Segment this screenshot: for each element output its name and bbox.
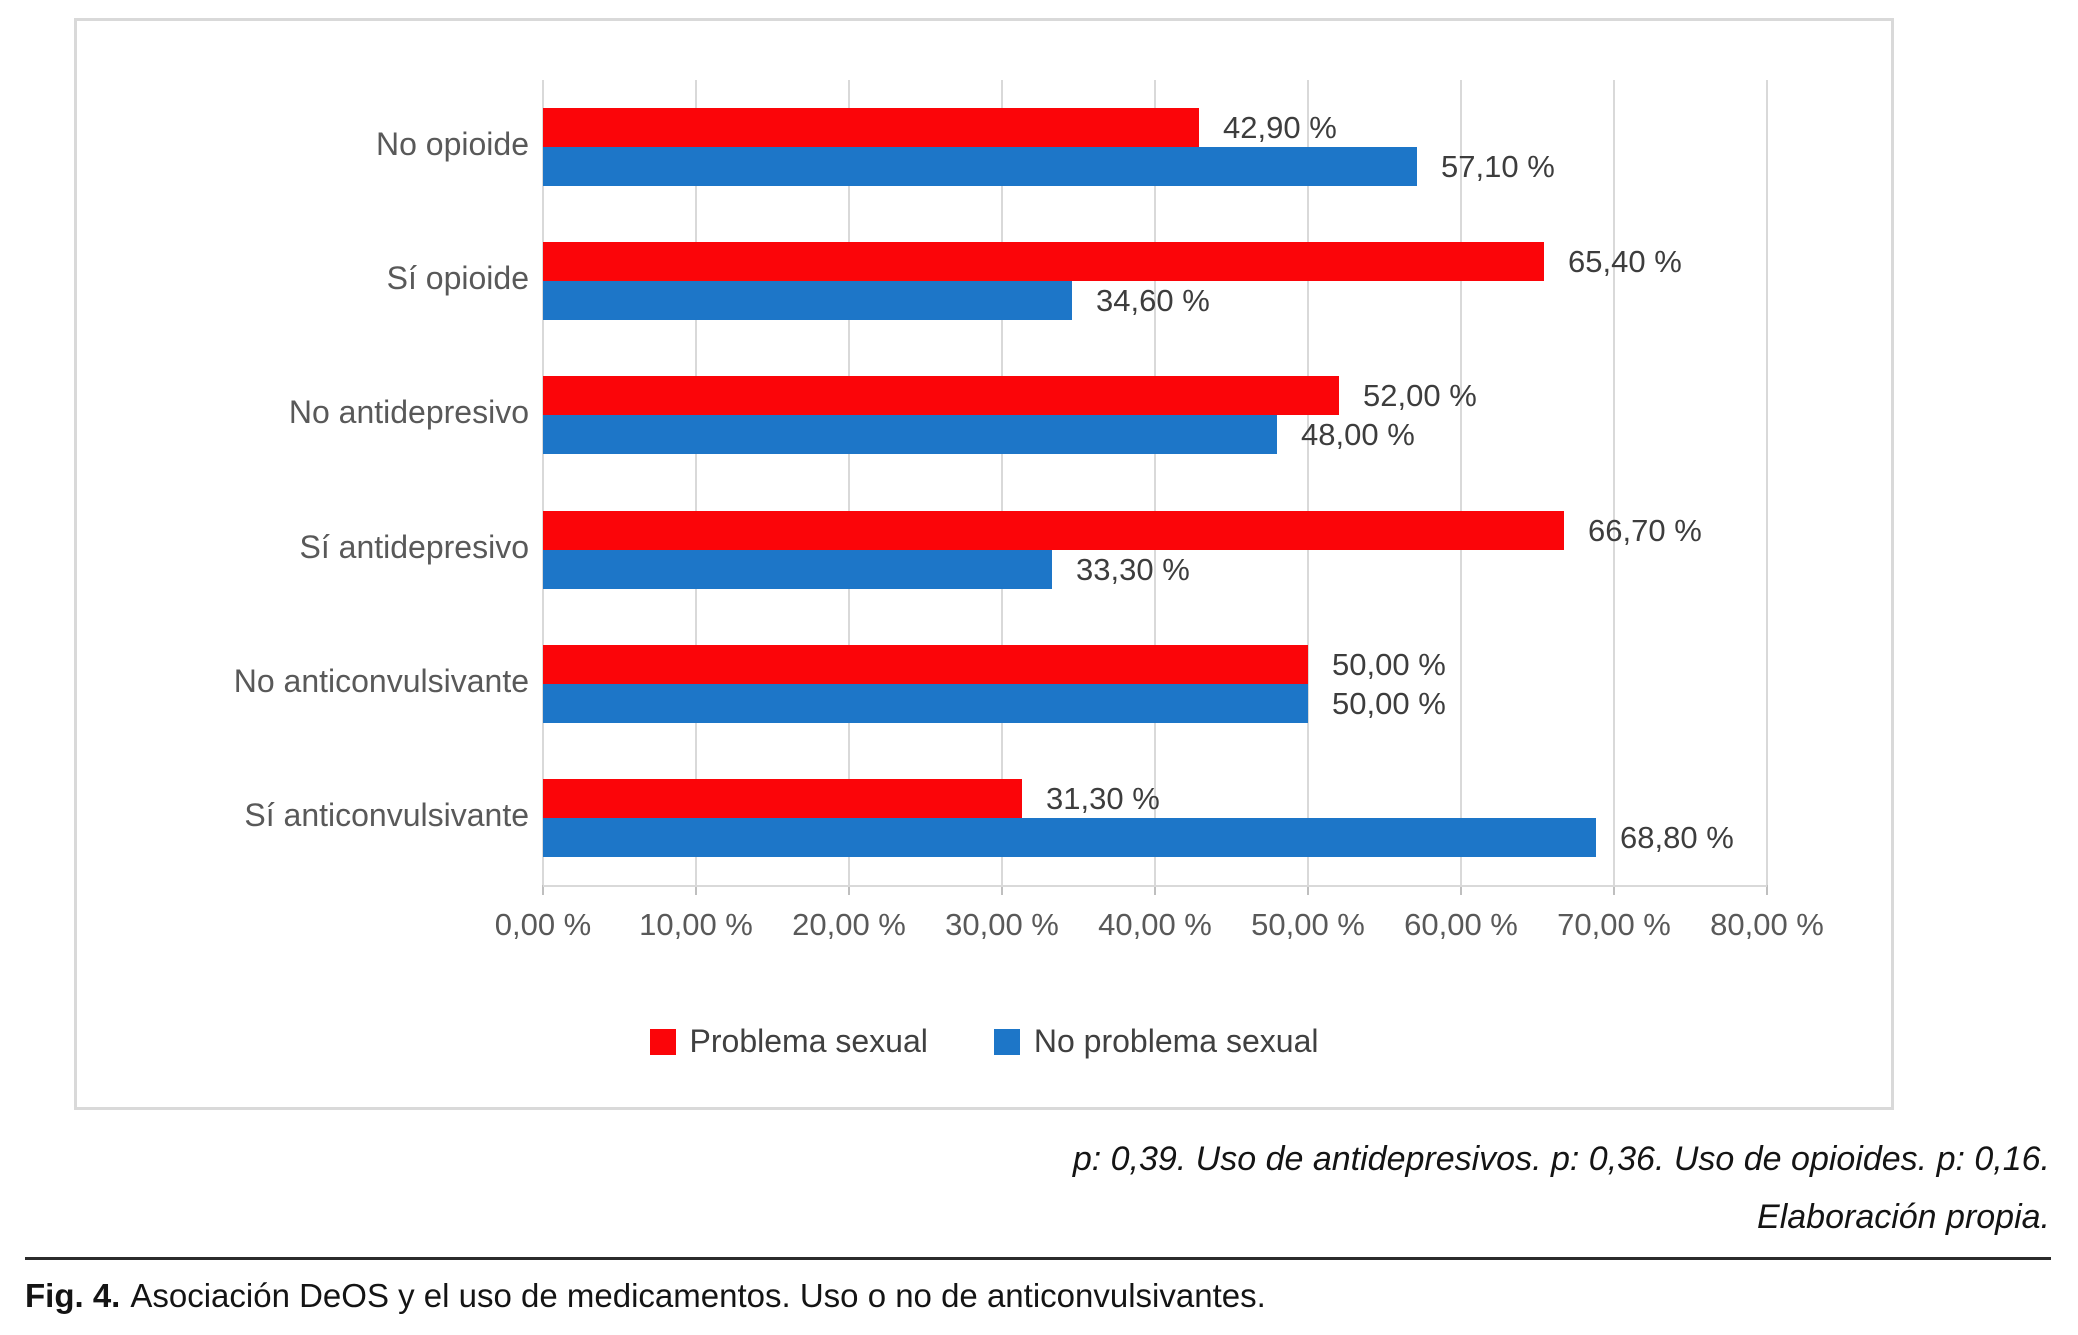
value-label: 68,80 % — [1620, 819, 1734, 855]
gridline — [1154, 80, 1156, 885]
axis-tick — [542, 885, 544, 895]
p-values-note: p: 0,39. Uso de antidepresivos. p: 0,36.… — [1072, 1140, 2050, 1178]
value-label: 31,30 % — [1046, 780, 1160, 816]
figure-caption: Fig. 4. Asociación DeOS y el uso de medic… — [25, 1277, 1266, 1315]
value-label: 42,90 % — [1223, 110, 1337, 146]
bar-no-problema-sexual — [543, 549, 1052, 589]
value-label: 57,10 % — [1441, 149, 1555, 185]
x-axis-tick-label: 80,00 % — [1710, 907, 1824, 942]
chart-legend: Problema sexual No problema sexual — [77, 1023, 1891, 1060]
gridline — [1460, 80, 1462, 885]
bar-no-problema-sexual — [543, 147, 1417, 187]
axis-tick — [1460, 885, 1462, 895]
category-label: No opioide — [376, 126, 529, 163]
x-axis-tick-label: 40,00 % — [1098, 907, 1212, 942]
category-label: Sí opioide — [386, 260, 529, 297]
x-axis-tick-label: 70,00 % — [1557, 907, 1671, 942]
caption-divider — [25, 1257, 2051, 1260]
axis-tick — [1613, 885, 1615, 895]
value-label: 48,00 % — [1301, 417, 1415, 453]
gridline — [695, 80, 697, 885]
bar-problema-sexual — [543, 108, 1199, 148]
gridline — [1766, 80, 1768, 885]
axis-tick — [1766, 885, 1768, 895]
gridline — [848, 80, 850, 885]
legend-swatch-icon — [649, 1028, 676, 1055]
axis-tick — [1154, 885, 1156, 895]
bar-problema-sexual — [543, 644, 1308, 684]
axis-tick — [1307, 885, 1309, 895]
value-label: 50,00 % — [1332, 646, 1446, 682]
x-axis-tick-label: 0,00 % — [494, 907, 592, 942]
value-label: 65,40 % — [1568, 244, 1682, 280]
category-label: No antidepresivo — [288, 394, 529, 431]
axis-tick — [848, 885, 850, 895]
bar-no-problema-sexual — [543, 415, 1277, 455]
bar-no-problema-sexual — [543, 683, 1308, 723]
figure-caption-number: Fig. 4. — [25, 1277, 121, 1314]
gridline — [542, 80, 544, 885]
x-axis-line — [543, 885, 1767, 887]
value-label: 33,30 % — [1076, 551, 1190, 587]
legend-swatch-icon — [993, 1028, 1020, 1055]
legend-item-problema-sexual: Problema sexual — [649, 1023, 928, 1060]
figure-caption-text: Asociación DeOS y el uso de medicamentos… — [130, 1277, 1266, 1314]
value-label: 50,00 % — [1332, 685, 1446, 721]
bar-problema-sexual — [543, 376, 1339, 416]
legend-label: Problema sexual — [689, 1023, 928, 1059]
legend-label: No problema sexual — [1033, 1023, 1319, 1059]
source-note: Elaboración propia. — [1757, 1198, 2050, 1236]
x-axis-tick-label: 20,00 % — [792, 907, 906, 942]
plot-area: 42,90 % 57,10 % 65,40 % 34,60 % 52,00 % 48,00… — [542, 80, 1768, 895]
bar-no-problema-sexual — [543, 817, 1596, 857]
category-label: Sí anticonvulsivante — [244, 796, 529, 833]
bar-problema-sexual — [543, 778, 1022, 818]
axis-tick — [1001, 885, 1003, 895]
category-label: No anticonvulsivante — [233, 662, 529, 699]
x-axis-tick-label: 30,00 % — [945, 907, 1059, 942]
axis-tick — [695, 885, 697, 895]
bar-problema-sexual — [543, 510, 1564, 550]
gridline — [1613, 80, 1615, 885]
value-label: 66,70 % — [1588, 512, 1702, 548]
x-axis-tick-label: 50,00 % — [1251, 907, 1365, 942]
gridline — [1001, 80, 1003, 885]
value-label: 34,60 % — [1096, 283, 1210, 319]
x-axis-tick-label: 10,00 % — [639, 907, 753, 942]
gridline — [1307, 80, 1309, 885]
legend-item-no-problema-sexual: No problema sexual — [993, 1023, 1319, 1060]
value-label: 52,00 % — [1363, 378, 1477, 414]
category-label: Sí antidepresivo — [299, 528, 529, 565]
bar-problema-sexual — [543, 242, 1544, 282]
x-axis-tick-label: 60,00 % — [1404, 907, 1518, 942]
bar-no-problema-sexual — [543, 281, 1072, 321]
chart-frame: 42,90 % 57,10 % 65,40 % 34,60 % 52,00 % 48,00… — [74, 18, 1894, 1110]
